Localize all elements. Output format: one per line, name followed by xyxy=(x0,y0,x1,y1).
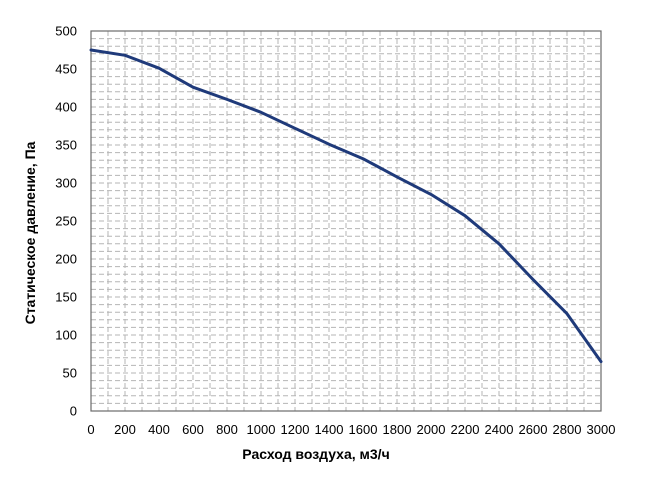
y-tick-label: 300 xyxy=(55,176,77,191)
plot-area-frame xyxy=(90,30,602,412)
series-line xyxy=(89,48,603,364)
x-tick-label: 600 xyxy=(182,422,204,437)
x-tick-label: 3000 xyxy=(587,422,616,437)
y-tick-label: 200 xyxy=(55,252,77,267)
x-tick-label: 1200 xyxy=(281,422,310,437)
y-tick-label: 450 xyxy=(55,62,77,77)
y-tick-label: 250 xyxy=(55,214,77,229)
x-tick-label: 1600 xyxy=(349,422,378,437)
x-tick-label: 200 xyxy=(114,422,136,437)
y-tick-label: 0 xyxy=(70,404,77,419)
grid-lines xyxy=(91,31,601,411)
y-tick-label: 50 xyxy=(63,366,77,381)
y-tick-label: 350 xyxy=(55,138,77,153)
x-axis-tick-labels: 0 200 400 600 800 1000 1200 1400 1600 1800 2000 220… xyxy=(87,422,615,437)
series-layer xyxy=(89,48,603,364)
y-tick-label: 400 xyxy=(55,100,77,115)
x-tick-label: 0 xyxy=(87,422,94,437)
y-tick-label: 150 xyxy=(55,290,77,305)
y-tick-label: 500 xyxy=(55,24,77,39)
x-tick-label: 2000 xyxy=(417,422,446,437)
x-tick-label: 1800 xyxy=(383,422,412,437)
y-tick-label: 100 xyxy=(55,328,77,343)
x-tick-label: 2800 xyxy=(553,422,582,437)
y-axis-title: Статическое давление, Па xyxy=(22,141,38,324)
x-tick-label: 2600 xyxy=(519,422,548,437)
x-axis-title: Расход воздуха, м3/ч xyxy=(242,446,389,462)
x-tick-label: 800 xyxy=(216,422,238,437)
x-tick-label: 2200 xyxy=(451,422,480,437)
x-tick-label: 1400 xyxy=(315,422,344,437)
x-tick-label: 2400 xyxy=(485,422,514,437)
x-tick-label: 400 xyxy=(148,422,170,437)
y-axis-tick-labels: 0 50 100 150 200 250 300 350 400 450 500 xyxy=(55,24,77,419)
x-tick-label: 1000 xyxy=(247,422,276,437)
